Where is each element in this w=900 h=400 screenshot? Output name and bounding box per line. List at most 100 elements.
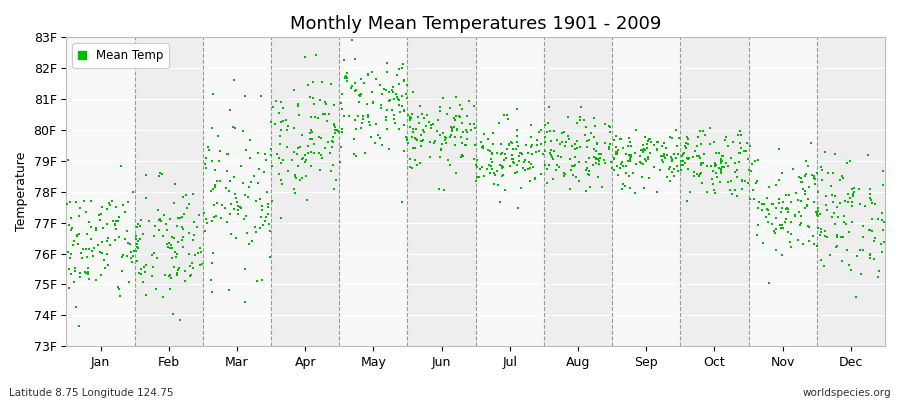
Point — [530, 137, 544, 144]
Point — [670, 143, 684, 149]
Point — [657, 140, 671, 146]
Point — [166, 245, 180, 251]
Point — [788, 212, 802, 218]
Point — [373, 135, 387, 141]
Point — [391, 96, 405, 102]
Point — [458, 142, 473, 148]
Point — [448, 170, 463, 176]
Point — [211, 178, 225, 184]
Point — [517, 159, 531, 165]
Point — [806, 233, 820, 240]
Point — [590, 174, 605, 180]
Point — [541, 120, 555, 126]
Point — [446, 127, 460, 134]
Point — [798, 191, 813, 197]
Point — [520, 166, 535, 172]
Point — [525, 142, 539, 148]
Point — [475, 145, 490, 151]
Point — [715, 152, 729, 159]
Point — [400, 95, 415, 101]
Point — [397, 107, 411, 114]
Point — [623, 152, 637, 159]
Point — [854, 271, 868, 277]
Point — [272, 110, 286, 116]
Point — [852, 247, 867, 253]
Bar — [476, 37, 544, 346]
Point — [64, 226, 78, 233]
Point — [349, 87, 364, 93]
Point — [402, 116, 417, 122]
Point — [87, 245, 102, 251]
Point — [392, 108, 407, 115]
Point — [856, 234, 870, 241]
Point — [411, 114, 426, 120]
Point — [723, 187, 737, 194]
Point — [313, 97, 328, 104]
Point — [840, 247, 854, 253]
Point — [449, 127, 464, 133]
Point — [665, 156, 680, 162]
Point — [868, 200, 882, 207]
Point — [303, 130, 318, 136]
Point — [737, 147, 751, 154]
Point — [865, 215, 879, 222]
Point — [609, 149, 624, 155]
Point — [610, 146, 625, 153]
Point — [315, 155, 329, 161]
Point — [251, 180, 266, 186]
Point — [505, 156, 519, 162]
Point — [470, 174, 484, 180]
Point — [221, 287, 236, 294]
Point — [724, 178, 738, 185]
Point — [227, 206, 241, 213]
Point — [707, 160, 722, 166]
Point — [273, 132, 287, 139]
Point — [182, 230, 196, 236]
Point — [828, 151, 842, 157]
Point — [636, 142, 651, 148]
Point — [770, 225, 784, 232]
Point — [624, 153, 638, 160]
Point — [89, 227, 104, 234]
Title: Monthly Mean Temperatures 1901 - 2009: Monthly Mean Temperatures 1901 - 2009 — [290, 15, 662, 33]
Point — [177, 211, 192, 218]
Point — [692, 152, 706, 159]
Point — [264, 152, 278, 158]
Point — [437, 187, 452, 193]
Point — [206, 186, 220, 192]
Point — [693, 128, 707, 134]
Point — [806, 240, 821, 247]
Point — [644, 139, 658, 146]
Point — [185, 190, 200, 197]
Point — [846, 191, 860, 198]
Point — [623, 156, 637, 162]
Point — [714, 160, 728, 167]
Point — [454, 140, 469, 146]
Point — [214, 215, 229, 221]
Point — [130, 233, 144, 239]
Point — [839, 221, 853, 228]
Point — [831, 213, 845, 220]
Point — [109, 204, 123, 210]
Point — [838, 198, 852, 205]
Point — [557, 129, 572, 136]
Point — [804, 140, 818, 146]
Point — [331, 128, 346, 134]
Y-axis label: Temperature: Temperature — [15, 152, 28, 232]
Point — [477, 131, 491, 138]
Point — [338, 73, 353, 79]
Point — [576, 116, 590, 123]
Point — [629, 161, 643, 167]
Point — [578, 131, 592, 138]
Point — [801, 183, 815, 190]
Point — [799, 171, 814, 178]
Point — [767, 227, 781, 234]
Point — [118, 209, 132, 215]
Point — [534, 127, 548, 134]
Point — [61, 284, 76, 291]
Point — [339, 75, 354, 82]
Point — [581, 155, 596, 161]
Point — [338, 75, 353, 81]
Point — [392, 102, 406, 108]
Point — [830, 232, 844, 238]
